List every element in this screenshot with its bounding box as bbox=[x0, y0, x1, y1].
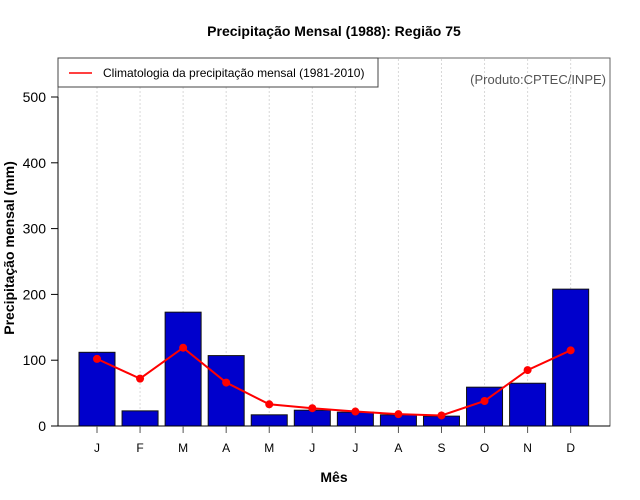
x-axis-label: Mês bbox=[320, 469, 347, 485]
precipitation-bar bbox=[250, 414, 288, 427]
legend-box bbox=[57, 57, 379, 88]
climatology-point bbox=[437, 411, 446, 420]
legend-entry-climatology: Climatologia da precipitação mensal (198… bbox=[103, 66, 364, 80]
y-axis-label: Precipitação mensal (mm) bbox=[1, 161, 17, 335]
x-tick-label: N bbox=[523, 441, 532, 455]
climatology-polyline bbox=[96, 346, 572, 417]
climatology-point bbox=[394, 410, 403, 419]
precipitation-bar bbox=[207, 355, 245, 427]
legend: Climatologia da precipitação mensal (198… bbox=[57, 57, 379, 88]
credit-annotation: (Produto:CPTEC/INPE) bbox=[470, 72, 606, 87]
x-tick-label: O bbox=[480, 441, 489, 455]
climatology-line bbox=[93, 343, 575, 420]
climatology-point bbox=[566, 346, 575, 355]
precipitation-bar bbox=[78, 351, 116, 427]
y-tick-label: 500 bbox=[23, 89, 47, 105]
y-tick-label: 100 bbox=[23, 352, 47, 368]
y-tick-label: 400 bbox=[23, 155, 47, 171]
climatology-point bbox=[480, 396, 489, 405]
climatology-point bbox=[265, 400, 274, 409]
climatology-point bbox=[308, 404, 317, 413]
x-tick-label: M bbox=[178, 441, 188, 455]
chart-title: Precipitação Mensal (1988): Região 75 bbox=[207, 23, 461, 39]
climatology-point bbox=[179, 343, 188, 352]
y-tick-label: 200 bbox=[23, 286, 47, 302]
precipitation-bar bbox=[293, 409, 331, 427]
x-tick-label: S bbox=[437, 441, 445, 455]
precipitation-bar bbox=[164, 311, 202, 427]
x-tick-label: J bbox=[352, 441, 358, 455]
climatology-point bbox=[136, 374, 145, 383]
y-tick-label: 0 bbox=[38, 418, 46, 434]
x-tick-label: A bbox=[222, 441, 230, 455]
climatology-point bbox=[351, 407, 360, 416]
climatology-point bbox=[222, 378, 231, 387]
bars bbox=[78, 288, 590, 427]
climatology-point bbox=[523, 366, 532, 375]
x-tick-label: A bbox=[394, 441, 402, 455]
precipitation-bar bbox=[121, 410, 159, 427]
x-tick-label: D bbox=[566, 441, 575, 455]
x-tick-label: J bbox=[94, 441, 100, 455]
x-tick-label: J bbox=[309, 441, 315, 455]
y-tick-label: 300 bbox=[23, 221, 47, 237]
x-tick-label: F bbox=[136, 441, 143, 455]
climatology-point bbox=[93, 354, 101, 363]
x-tick-label: M bbox=[264, 441, 274, 455]
precipitation-bar bbox=[509, 382, 547, 427]
y-axis: 0 100 200 300 400 500 bbox=[23, 89, 58, 434]
precipitation-bar bbox=[552, 288, 590, 427]
